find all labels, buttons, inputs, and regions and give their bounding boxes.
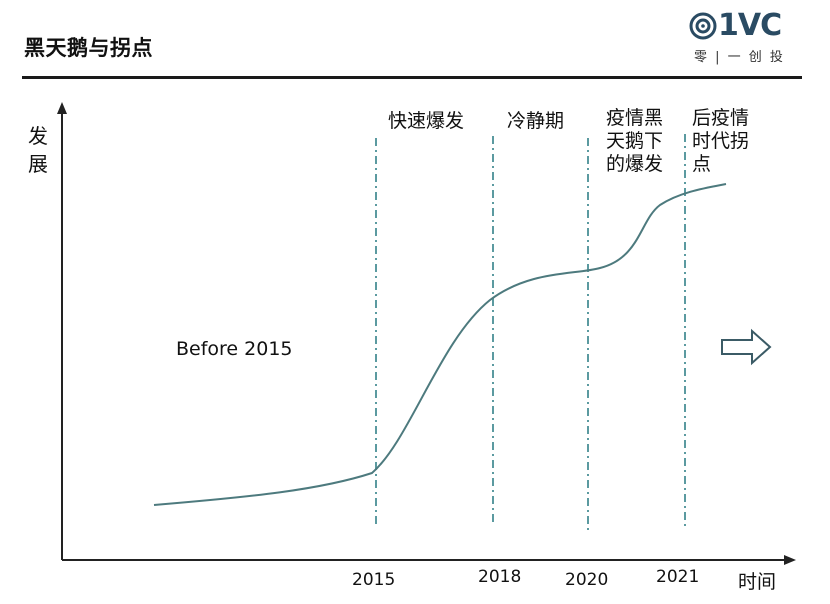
y-axis-label: 发 展 — [26, 122, 50, 178]
logo-wordmark: 1VC — [718, 8, 782, 43]
phase-label-post-pandemic-inflection: 后疫情 时代拐 点 — [692, 107, 750, 175]
y-axis-arrowhead-icon — [57, 102, 67, 114]
y-axis-label-text: 发 展 — [28, 124, 48, 176]
phase-label-rapid-growth: 快速爆发 — [388, 110, 465, 132]
year-tick-2015: 2015 — [352, 570, 396, 590]
year-tick-2020: 2020 — [565, 570, 609, 590]
phase-label-pandemic-black-swan: 疫情黑 天鹅下 的爆发 — [606, 107, 664, 175]
x-axis-arrowhead-icon — [784, 555, 796, 565]
year-tick-2021: 2021 — [656, 567, 700, 587]
development-curve — [153, 183, 727, 506]
outline-right-arrow-icon — [721, 328, 772, 366]
phase-label-cooling: 冷静期 — [507, 110, 565, 132]
x-axis-label: 时间 — [738, 571, 777, 593]
page-title: 黑天鹅与拐点 — [24, 36, 153, 60]
logo-subtitle: 零 | 一 创 投 — [694, 50, 785, 65]
before-2015-annotation: Before 2015 — [176, 338, 293, 360]
logo-mark-icon — [689, 12, 717, 40]
title-underline — [22, 76, 802, 79]
year-tick-2018: 2018 — [478, 567, 522, 587]
